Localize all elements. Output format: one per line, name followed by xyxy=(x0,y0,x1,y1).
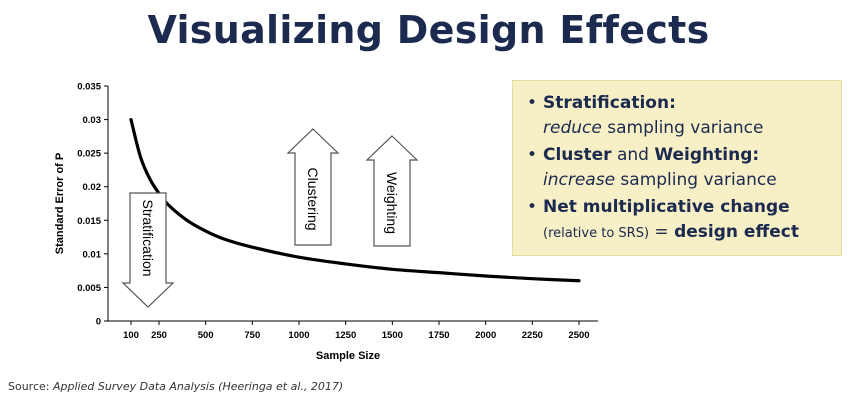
clustering-arrow xyxy=(286,128,340,246)
x-tick-label: 2000 xyxy=(475,330,496,341)
bullet-emphasis: increase xyxy=(543,170,616,190)
weighting-arrow xyxy=(365,135,419,247)
x-tick-label: 250 xyxy=(151,330,167,341)
y-tick-label: 0.02 xyxy=(83,182,102,193)
x-tick-label: 2500 xyxy=(568,330,589,341)
source-reference: Applied Survey Data Analysis (Heeringa e… xyxy=(52,380,344,393)
bullet-stratification: • Stratification: reduce sampling varian… xyxy=(527,91,841,141)
x-tick-label: 1000 xyxy=(288,330,309,341)
bullet-cluster-weighting: • Cluster and Weighting: increase sampli… xyxy=(527,143,841,193)
x-tick-label: 1500 xyxy=(382,330,403,341)
source-citation: Source: Applied Survey Data Analysis (He… xyxy=(8,380,343,393)
x-tick-label: 1250 xyxy=(335,330,356,341)
bullet-connector: and xyxy=(611,145,655,165)
weighting-label: Weighting xyxy=(384,172,400,234)
x-tick-label: 2250 xyxy=(522,330,543,341)
y-tick-label: 0.01 xyxy=(83,249,102,260)
bullet-emphasis: reduce xyxy=(543,118,602,138)
x-tick-label: 100 xyxy=(123,330,139,341)
bullet-title-a: Cluster xyxy=(543,145,612,165)
standard-error-line xyxy=(129,117,581,283)
bullet-emphasis-bold: design effect xyxy=(674,222,799,242)
bullet-text: sampling variance xyxy=(601,118,764,138)
y-tick-label: 0.035 xyxy=(77,82,101,93)
source-prefix: Source: xyxy=(8,380,53,393)
x-tick-label: 500 xyxy=(198,330,214,341)
bullet-dot: • xyxy=(527,145,538,165)
bullet-dot: • xyxy=(527,197,538,217)
bullet-equals: = xyxy=(649,222,675,242)
y-tick-label: 0.005 xyxy=(77,283,101,294)
y-tick-label: 0.015 xyxy=(77,216,101,227)
stratification-arrow xyxy=(121,192,175,308)
x-tick-label: 1750 xyxy=(428,330,449,341)
bullet-title: Stratification: xyxy=(543,93,676,113)
y-tick-label: 0.03 xyxy=(83,115,102,126)
slide-title: Visualizing Design Effects xyxy=(147,8,710,52)
bullet-text: sampling variance xyxy=(615,170,777,190)
bullet-note: (relative to SRS) xyxy=(543,226,650,241)
y-tick-label: 0 xyxy=(96,317,101,328)
x-axis-title: Sample Size xyxy=(316,350,380,362)
bullet-title-b: Weighting: xyxy=(654,145,760,165)
bullet-dot: • xyxy=(527,93,538,113)
stratification-label: Stratification xyxy=(140,199,156,276)
x-tick-label: 750 xyxy=(244,330,260,341)
clustering-label: Clustering xyxy=(305,167,321,230)
y-axis-title: Standard Error of P xyxy=(54,153,66,254)
bullet-title: Net multiplicative change xyxy=(543,197,790,217)
y-tick-label: 0.025 xyxy=(77,149,101,160)
design-effects-panel: • Stratification: reduce sampling varian… xyxy=(512,80,842,256)
bullet-design-effect: • Net multiplicative change (relative to… xyxy=(527,195,841,246)
